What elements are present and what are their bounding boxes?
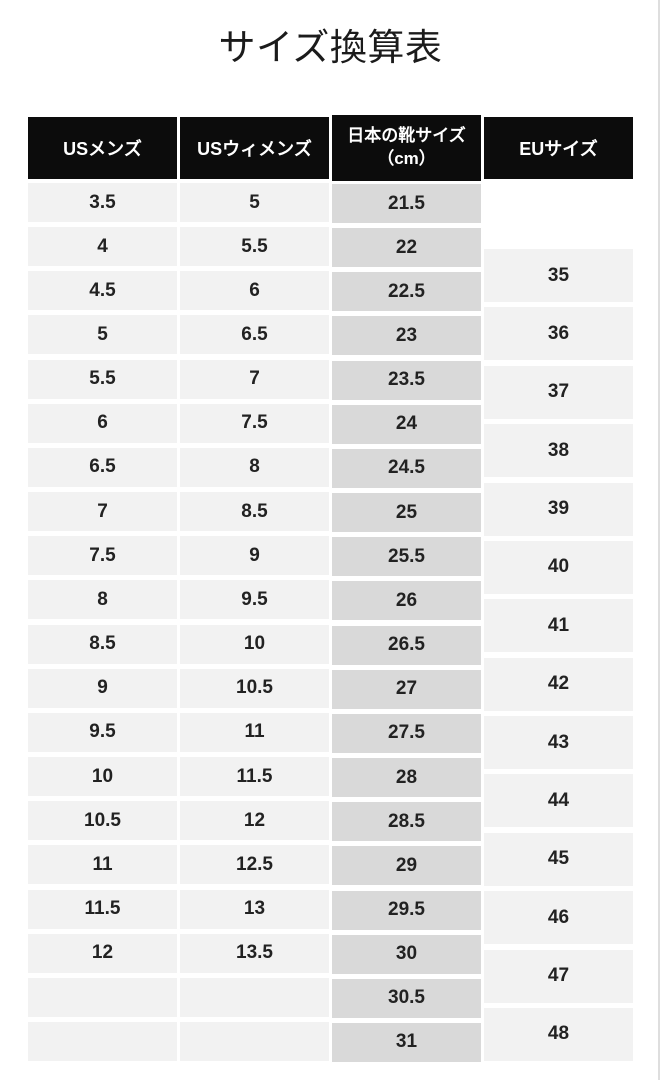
us-womens-cell: 9 <box>180 536 329 576</box>
eu-size-cell: 35 <box>484 249 633 302</box>
us-womens-cell <box>180 1021 329 1061</box>
jp-size-cell: 29 <box>332 846 481 886</box>
us-womens-cell: 6 <box>180 271 329 311</box>
eu-size-cells: 35 36 37 38 39 40 41 42 43 44 45 46 47 48 <box>484 249 633 1061</box>
us-womens-cell: 5.5 <box>180 227 329 267</box>
us-womens-cells: 5 5.5 6 6.5 7 7.5 8 8.5 9 9.5 10 10.5 11 11.5 12 12.5 13… <box>180 183 329 1061</box>
us-womens-cell: 10 <box>180 624 329 664</box>
jp-size-cell: 26 <box>332 581 481 621</box>
eu-size-cell: 41 <box>484 599 633 653</box>
jp-size-cell: 23.5 <box>332 360 481 400</box>
us-womens-cell: 7.5 <box>180 403 329 443</box>
eu-size-cell: 44 <box>484 774 633 828</box>
us-mens-cell: 4.5 <box>28 271 177 311</box>
eu-size-cell: 37 <box>484 365 633 419</box>
us-womens-cell: 9.5 <box>180 580 329 620</box>
header-jp-size: 日本の靴サイズ （cm） <box>332 115 481 181</box>
eu-size-cell: 47 <box>484 949 633 1003</box>
eu-size-cell: 45 <box>484 832 633 886</box>
us-womens-cell: 12.5 <box>180 845 329 885</box>
us-mens-cell: 10 <box>28 757 177 797</box>
jp-size-cell: 24.5 <box>332 448 481 488</box>
page-title: サイズ換算表 <box>218 27 443 68</box>
us-mens-cell: 7 <box>28 492 177 532</box>
us-mens-cell: 8.5 <box>28 624 177 664</box>
us-womens-cell: 13 <box>180 889 329 929</box>
header-jp-size-line2: （cm） <box>377 149 436 168</box>
eu-size-cell: 38 <box>484 424 633 478</box>
us-mens-cell: 9.5 <box>28 712 177 752</box>
us-mens-cell <box>28 1021 177 1061</box>
jp-size-cell: 23 <box>332 316 481 356</box>
eu-size-cell: 39 <box>484 482 633 536</box>
us-womens-cell: 8 <box>180 447 329 487</box>
column-eu-size: EUサイズ 35 36 37 38 39 40 41 42 43 44 45 46 47 48 <box>484 117 633 1062</box>
jp-size-cell: 21.5 <box>332 184 481 223</box>
eu-size-cell: 46 <box>484 891 633 945</box>
us-mens-cell: 9 <box>28 668 177 708</box>
header-us-mens: USメンズ <box>28 117 177 179</box>
eu-size-cell: 42 <box>484 657 633 711</box>
header-us-womens: USウィメンズ <box>180 117 329 179</box>
header-jp-size-line1: 日本の靴サイズ <box>347 126 466 146</box>
us-mens-cell: 11 <box>28 845 177 885</box>
us-mens-cell: 5.5 <box>28 359 177 399</box>
us-womens-cell: 8.5 <box>180 492 329 532</box>
eu-size-cell: 36 <box>484 307 633 361</box>
us-mens-cell <box>28 977 177 1017</box>
us-womens-cell: 6.5 <box>180 315 329 355</box>
us-mens-cell: 4 <box>28 227 177 267</box>
size-conversion-table: USメンズ 3.5 4 4.5 5 5.5 6 6.5 7 7.5 8 8.5 9 9.5 10 10.5 1… <box>28 115 633 1062</box>
jp-size-cell: 30 <box>332 934 481 974</box>
jp-size-cell: 25 <box>332 493 481 533</box>
us-mens-cell: 8 <box>28 580 177 620</box>
us-mens-cell: 12 <box>28 933 177 973</box>
jp-size-cells: 21.5 22 22.5 23 23.5 24 24.5 25 25.5 26 26.5 27 27.5… <box>332 184 481 1062</box>
header-eu-size: EUサイズ <box>484 117 633 179</box>
jp-size-cell: 28 <box>332 758 481 798</box>
us-mens-cell: 6.5 <box>28 447 177 487</box>
us-mens-cell: 5 <box>28 315 177 355</box>
us-mens-cell: 11.5 <box>28 889 177 929</box>
eu-size-cell: 43 <box>484 716 633 769</box>
us-womens-cell: 12 <box>180 801 329 841</box>
jp-size-cell: 24 <box>332 404 481 444</box>
jp-size-cell: 27.5 <box>332 713 481 753</box>
eu-size-cell: 48 <box>484 1007 633 1061</box>
us-womens-cell: 10.5 <box>180 668 329 708</box>
us-womens-cell: 7 <box>180 359 329 399</box>
column-us-womens: USウィメンズ 5 5.5 6 6.5 7 7.5 8 8.5 9 9.5 10 10.5 11 11.5… <box>180 117 329 1062</box>
jp-size-cell: 29.5 <box>332 890 481 930</box>
jp-size-cell: 28.5 <box>332 802 481 842</box>
jp-size-cell: 22 <box>332 228 481 268</box>
us-mens-cell: 7.5 <box>28 536 177 576</box>
us-womens-cell: 13.5 <box>180 933 329 973</box>
jp-size-cell: 26.5 <box>332 625 481 665</box>
us-womens-cell: 11 <box>180 712 329 752</box>
us-womens-cell <box>180 977 329 1017</box>
column-us-mens: USメンズ 3.5 4 4.5 5 5.5 6 6.5 7 7.5 8 8.5 9 9.5 10 10.5 1… <box>28 117 177 1062</box>
jp-size-cell: 30.5 <box>332 978 481 1018</box>
us-mens-cells: 3.5 4 4.5 5 5.5 6 6.5 7 7.5 8 8.5 9 9.5 10 10.5 11 11.5 1… <box>28 183 177 1061</box>
jp-size-cell: 22.5 <box>332 272 481 312</box>
column-jp-size: 日本の靴サイズ （cm） 21.5 22 22.5 23 23.5 24 24.5 25 25.… <box>332 115 481 1062</box>
jp-size-cell: 27 <box>332 669 481 709</box>
us-womens-cell: 11.5 <box>180 757 329 797</box>
eu-size-cell: 40 <box>484 540 633 594</box>
us-womens-cell: 5 <box>180 183 329 222</box>
us-mens-cell: 6 <box>28 403 177 443</box>
us-mens-cell: 3.5 <box>28 183 177 222</box>
jp-size-cell: 25.5 <box>332 537 481 577</box>
page-edge-line <box>658 0 660 1080</box>
jp-size-cell: 31 <box>332 1022 481 1062</box>
us-mens-cell: 10.5 <box>28 801 177 841</box>
